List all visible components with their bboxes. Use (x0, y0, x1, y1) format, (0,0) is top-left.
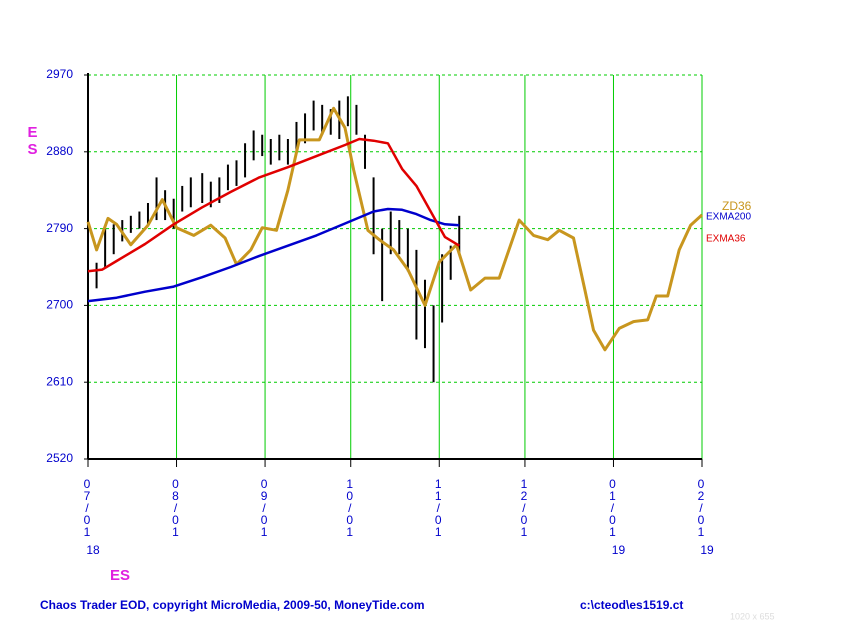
series-line (87, 137, 460, 273)
y-tick-label: 2790 (46, 221, 73, 235)
x-tick-label: 11/01 (431, 477, 446, 537)
footer-left: Chaos Trader EOD, copyright MicroMedia, … (40, 598, 425, 612)
x-tick-label: 09/01 (257, 477, 272, 537)
x-tick-label: 07/01 (80, 477, 94, 537)
y-tick-label: 2880 (46, 144, 73, 158)
legend-label: ZD36 (722, 199, 752, 213)
x-tick-label: 08/01 (168, 477, 183, 537)
x-tick-label: 02/01 (694, 477, 708, 537)
y-tick-label: 2520 (46, 451, 73, 465)
y-tick-label: 2610 (46, 374, 73, 388)
footer-right: c:\cteod\es1519.ct (580, 598, 683, 612)
size-note: 1020 x 655 (730, 611, 775, 620)
series-line (87, 207, 460, 303)
series-line (86, 106, 704, 352)
y-tick-label: 2970 (46, 67, 73, 81)
year-label: 19 (700, 543, 714, 557)
x-tick-label: 12/01 (516, 477, 531, 537)
y-tick-label: 2700 (46, 298, 73, 312)
x-tick-label: 01/01 (605, 477, 620, 537)
y-label: ES (24, 124, 41, 158)
legend-label: EXMA200 (706, 212, 751, 223)
legend-label: EXMA36 (706, 234, 746, 245)
year-label: 19 (612, 543, 626, 557)
year-label: 18 (86, 543, 100, 557)
x-label: ES (110, 567, 130, 584)
x-tick-label: 10/01 (342, 477, 357, 537)
